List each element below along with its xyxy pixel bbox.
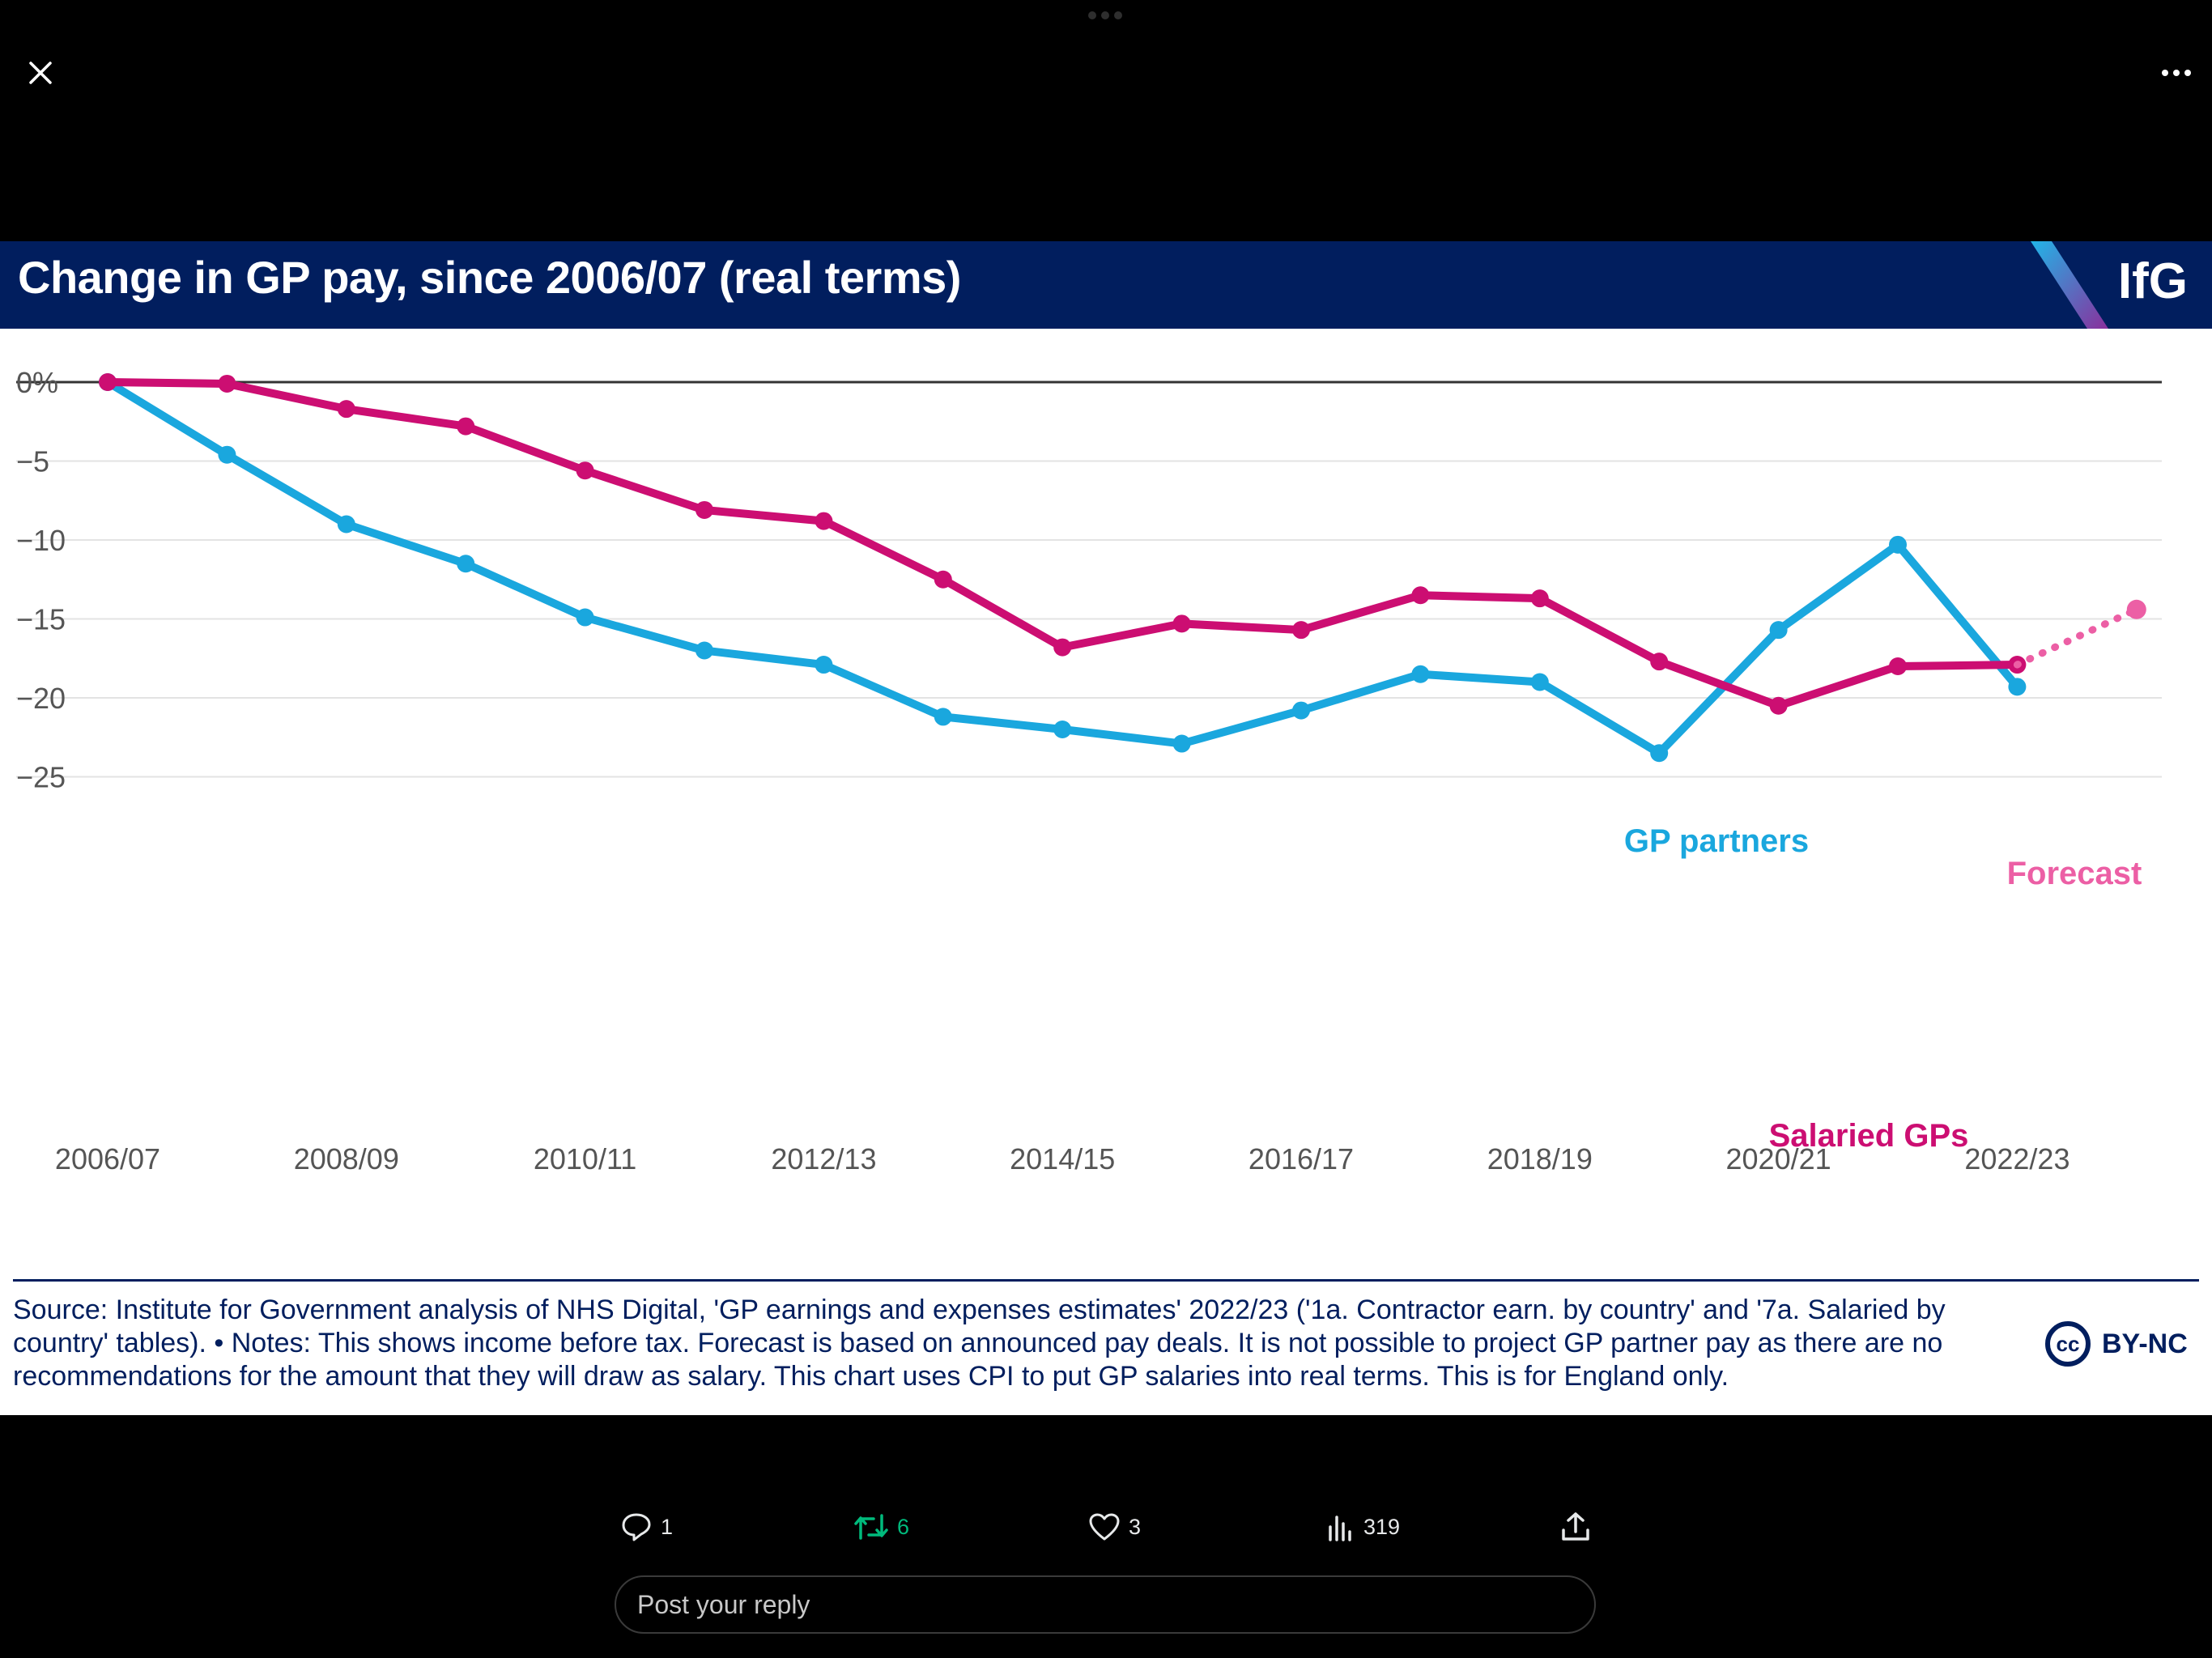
y-tick-label: −15	[16, 603, 66, 636]
data-point-gp-partners	[1292, 701, 1310, 720]
data-point-salaried-gps	[1292, 621, 1310, 640]
data-point-salaried-gps	[1650, 653, 1669, 671]
data-point-gp-partners	[576, 608, 594, 627]
x-tick-label: 2014/15	[1010, 1142, 1115, 1175]
data-point-salaried-gps	[815, 512, 833, 530]
x-tick-label: 2012/13	[771, 1142, 876, 1175]
data-point-forecast	[2126, 599, 2146, 619]
like-button[interactable]: 3	[1088, 1503, 1141, 1551]
more-horizontal-icon	[2162, 70, 2191, 76]
view-count: 319	[1363, 1514, 1401, 1539]
analytics-icon	[1329, 1516, 1351, 1541]
x-tick-label: 2006/07	[55, 1142, 160, 1175]
data-point-gp-partners	[696, 641, 713, 660]
data-point-gp-partners	[1411, 665, 1430, 683]
reply-icon	[622, 1513, 651, 1541]
share-button[interactable]	[1559, 1503, 1592, 1551]
retweet-button[interactable]: 6	[853, 1503, 909, 1551]
source-note: Source: Institute for Government analysi…	[13, 1295, 1946, 1392]
ifg-stripe	[2031, 241, 2108, 329]
x-tick-label: 2022/23	[1964, 1142, 2069, 1175]
retweet-icon	[854, 1514, 888, 1540]
views-button[interactable]: 319	[1326, 1503, 1400, 1551]
retweet-count: 6	[897, 1514, 910, 1539]
data-point-gp-partners	[1769, 621, 1788, 640]
data-point-gp-partners	[1172, 734, 1191, 753]
data-point-gp-partners	[815, 656, 833, 674]
data-point-gp-partners	[218, 445, 236, 464]
chart-header: Change in GP pay, since 2006/07 (real te…	[0, 241, 2212, 329]
data-point-gp-partners	[1650, 744, 1669, 763]
data-point-salaried-gps	[1530, 589, 1549, 608]
series-label: Salaried GPs	[1769, 1118, 1969, 1154]
data-point-salaried-gps	[457, 417, 475, 436]
y-tick-label: 0%	[16, 366, 58, 399]
reply-count: 1	[661, 1514, 674, 1539]
x-tick-label: 2016/17	[1249, 1142, 1354, 1175]
chart-image: Change in GP pay, since 2006/07 (real te…	[0, 241, 2212, 1415]
x-tick-label: 2010/11	[534, 1142, 636, 1175]
tweet-actions: 1 6 3 319	[615, 1503, 1611, 1551]
y-tick-label: −5	[16, 445, 49, 478]
y-tick-label: −10	[16, 524, 66, 557]
source-divider	[13, 1279, 2199, 1282]
data-point-salaried-gps	[1769, 696, 1788, 715]
x-tick-label: 2020/21	[1726, 1142, 1831, 1175]
series-line-forecast	[2013, 606, 2141, 669]
y-tick-label: −25	[16, 761, 66, 794]
data-point-salaried-gps	[1172, 614, 1191, 633]
data-point-salaried-gps	[934, 570, 952, 589]
license-badge: cc BY-NC	[2045, 1321, 2188, 1367]
ifg-logo: IfG	[2117, 253, 2188, 309]
license-label: BY-NC	[2102, 1328, 2188, 1359]
creative-commons-icon: cc	[2045, 1321, 2091, 1367]
like-count: 3	[1129, 1514, 1142, 1539]
data-point-salaried-gps	[99, 373, 117, 391]
line-chart: 0% −5 −10 −15 −20 −25 2006/07 2008/09 2010/11 201…	[16, 366, 2162, 1175]
data-point-salaried-gps	[1053, 638, 1072, 657]
data-point-salaried-gps	[576, 461, 594, 480]
data-point-gp-partners	[1889, 535, 1907, 554]
share-icon	[1562, 1512, 1589, 1541]
data-point-gp-partners	[1530, 673, 1549, 691]
series-label: GP partners	[1624, 823, 1809, 859]
reply-input[interactable]	[615, 1575, 1596, 1634]
x-tick-label: 2018/19	[1487, 1142, 1593, 1175]
close-icon	[29, 62, 52, 84]
data-point-gp-partners	[337, 515, 355, 534]
series-label: Forecast	[2007, 856, 2142, 891]
data-point-salaried-gps	[218, 374, 236, 393]
chart-title: Change in GP pay, since 2006/07 (real te…	[18, 252, 961, 303]
y-tick-label: −20	[16, 682, 66, 715]
reply-button[interactable]: 1	[620, 1503, 673, 1551]
close-button[interactable]	[8, 40, 73, 105]
data-point-salaried-gps	[337, 400, 355, 419]
x-tick-label: 2008/09	[294, 1142, 399, 1175]
data-point-gp-partners	[2008, 678, 2027, 696]
heart-icon	[1089, 1513, 1120, 1541]
more-options-button[interactable]	[2144, 40, 2209, 105]
data-point-salaried-gps	[1411, 586, 1430, 605]
drag-handle[interactable]	[1088, 11, 1124, 21]
data-point-salaried-gps	[696, 500, 713, 519]
data-point-gp-partners	[457, 555, 475, 573]
data-point-salaried-gps	[1889, 657, 1907, 675]
data-point-gp-partners	[1053, 721, 1072, 738]
data-point-gp-partners	[934, 708, 952, 726]
